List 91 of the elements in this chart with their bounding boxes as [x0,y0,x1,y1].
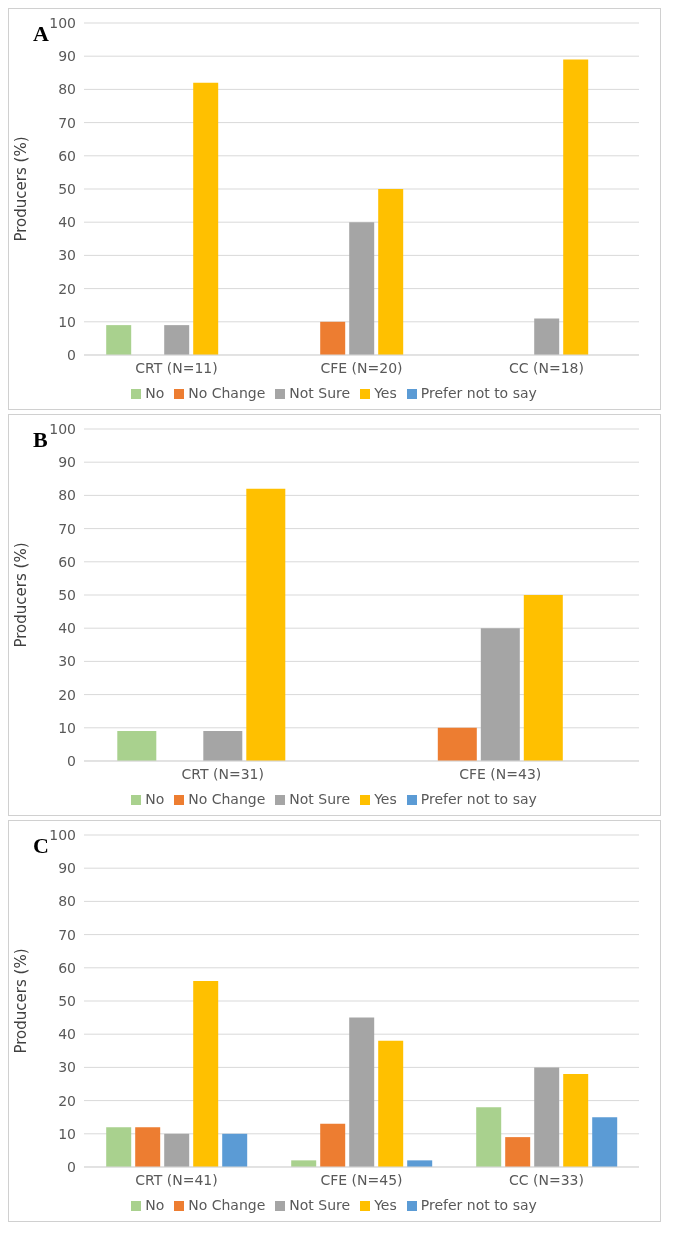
x-tick-label: CC (N=33) [509,1171,584,1188]
x-tick-label: CFE (N=20) [320,359,403,376]
legend-label: No [145,791,165,807]
bar [291,1160,317,1167]
y-axis-title: Producers (%) [12,542,31,648]
legend-label: Prefer not to say [420,1197,537,1213]
y-tick-label: 40 [58,1026,76,1043]
y-tick-label: 30 [58,247,76,264]
y-tick-label: 50 [58,992,76,1009]
y-tick-label: 100 [49,420,76,437]
y-tick-label: 90 [58,48,76,65]
legend-label: No Change [188,385,266,401]
legend-label: No Change [188,791,266,807]
y-tick-label: 40 [58,620,76,637]
y-tick-label: 0 [67,752,76,769]
bar [222,1133,248,1167]
legend-label: Not Sure [289,791,351,807]
bar [349,222,375,355]
bar [106,325,132,355]
legend-label: Yes [374,1197,397,1213]
y-tick-label: 60 [58,147,76,164]
y-tick-label: 90 [58,454,76,471]
x-tick-label: CC (N=18) [509,359,584,376]
y-tick-label: 40 [58,214,76,231]
y-tick-label: 20 [58,1092,76,1109]
y-tick-label: 60 [58,553,76,570]
y-tick-label: 20 [58,280,76,297]
legend-label: Yes [374,385,397,401]
bar [349,1017,375,1167]
bar [106,1127,132,1167]
y-tick-label: 100 [49,826,76,843]
y-tick-label: 80 [58,81,76,98]
bar [203,731,243,761]
y-tick-label: 0 [67,1158,76,1175]
bar [534,318,560,355]
y-tick-label: 70 [58,520,76,537]
y-tick-label: 60 [58,959,76,976]
legend-label: Yes [374,791,397,807]
bar [193,981,219,1167]
y-tick-label: 30 [58,1059,76,1076]
chart-title: C [33,833,49,859]
y-tick-label: 50 [58,180,76,197]
bar [437,727,477,761]
bar [563,59,589,355]
bar [117,731,157,761]
y-tick-label: 20 [58,686,76,703]
y-tick-label: 80 [58,893,76,910]
y-tick-label: 10 [58,313,76,330]
bar [407,1160,433,1167]
bar [193,82,219,355]
bar [135,1127,161,1167]
bar [320,1123,346,1167]
bar [534,1067,560,1167]
legend-label: Prefer not to say [420,385,537,401]
bar [164,325,190,355]
bar [320,321,346,355]
legend-label: No Change [188,1197,266,1213]
chart-title: A [33,21,49,47]
x-tick-label: CRT (N=11) [135,359,218,376]
legend-label: No [145,1197,165,1213]
bar [592,1117,618,1167]
chart-title: B [33,427,48,453]
x-tick-label: CRT (N=41) [135,1171,218,1188]
legend-label: Prefer not to say [420,791,537,807]
bar [378,1040,404,1167]
y-tick-label: 0 [67,346,76,363]
bar [476,1107,502,1167]
y-tick-label: 70 [58,114,76,131]
bar [164,1133,190,1167]
legend-label: No [145,385,165,401]
bar [480,628,520,761]
y-tick-label: 80 [58,487,76,504]
y-axis-title: Producers (%) [12,948,31,1054]
x-tick-label: CRT (N=31) [181,765,264,782]
bar [523,595,563,761]
x-tick-label: CFE (N=45) [320,1171,403,1188]
y-tick-label: 10 [58,1125,76,1142]
y-tick-label: 100 [49,14,76,31]
y-tick-label: 10 [58,719,76,736]
bar [378,189,404,355]
legend-label: Not Sure [289,1197,351,1213]
bar [563,1074,589,1167]
y-tick-label: 70 [58,926,76,943]
y-tick-label: 50 [58,586,76,603]
legend-label: Not Sure [289,385,351,401]
x-tick-label: CFE (N=43) [459,765,542,782]
bar [246,488,286,761]
y-axis-title: Producers (%) [12,136,31,242]
y-tick-label: 30 [58,653,76,670]
bar [505,1137,531,1167]
y-tick-label: 90 [58,860,76,877]
